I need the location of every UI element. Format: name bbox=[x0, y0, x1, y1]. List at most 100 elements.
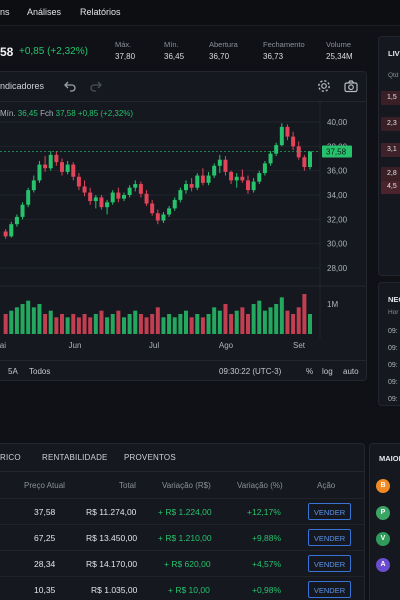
nav-item-analises[interactable]: Análises bbox=[27, 7, 62, 17]
percent-toggle[interactable]: % bbox=[306, 367, 314, 376]
candle-body bbox=[206, 175, 211, 183]
trades-title: NEG bbox=[388, 295, 400, 304]
range-all-button[interactable]: Todos bbox=[29, 367, 51, 376]
candle-body bbox=[48, 154, 53, 169]
candle-body bbox=[26, 190, 31, 205]
sell-button[interactable]: VENDER bbox=[308, 555, 351, 572]
volume-bar bbox=[65, 317, 70, 334]
candle-body bbox=[223, 159, 228, 172]
row-price: 37,58 bbox=[34, 507, 56, 517]
undo-icon[interactable] bbox=[62, 78, 78, 94]
company-logo-icon: A bbox=[376, 558, 390, 572]
volume-bar bbox=[133, 310, 138, 334]
volume-bar bbox=[234, 310, 239, 334]
indicators-button[interactable]: ndicadores bbox=[0, 81, 45, 91]
sell-button[interactable]: VENDER bbox=[308, 581, 351, 598]
candle-body bbox=[229, 171, 234, 181]
candle-body bbox=[200, 175, 205, 183]
candle-body bbox=[262, 163, 267, 174]
volume-bar bbox=[172, 317, 177, 334]
order-book-row: 4,5 bbox=[381, 180, 400, 194]
candle-body bbox=[110, 192, 115, 203]
tab-historico[interactable]: RICO bbox=[0, 453, 21, 462]
row-price: 67,25 bbox=[34, 533, 56, 543]
nav-item-relatorios[interactable]: Relatórios bbox=[80, 7, 121, 17]
nav-item-truncated[interactable]: ns bbox=[0, 7, 10, 17]
trades-panel: NEG Hor 09: 09: 09: 09: 09: bbox=[378, 282, 400, 406]
volume-bar bbox=[296, 307, 301, 334]
row-var-pct: +0,98% bbox=[252, 585, 282, 595]
volume-bar bbox=[274, 304, 279, 334]
stat-min-value: 36,45 bbox=[164, 52, 185, 61]
stat-close-label: Fechamento bbox=[263, 40, 305, 49]
candle-body bbox=[212, 165, 217, 176]
stat-open: Abertura 36,70 bbox=[209, 40, 238, 61]
volume-bar bbox=[93, 314, 98, 334]
col-var-pct: Variação (%) bbox=[237, 481, 283, 490]
tab-proventos[interactable]: PROVENTOS bbox=[124, 453, 176, 462]
volume-bar bbox=[262, 310, 267, 334]
candle-body bbox=[296, 146, 301, 158]
candle-body bbox=[189, 184, 194, 188]
candle-body bbox=[246, 180, 250, 191]
candle-body bbox=[268, 153, 273, 164]
log-toggle[interactable]: log bbox=[322, 367, 333, 376]
tab-rentabilidade[interactable]: RENTABILIDADE bbox=[42, 453, 108, 462]
camera-icon[interactable] bbox=[343, 78, 359, 94]
candle-body bbox=[122, 195, 126, 199]
portfolio-tabs: RICO RENTABILIDADE PROVENTOS bbox=[0, 444, 365, 472]
candle-body bbox=[195, 175, 200, 188]
candle-body bbox=[217, 159, 222, 166]
candle-body bbox=[279, 126, 284, 146]
volume-bar bbox=[60, 314, 64, 334]
volume-bar bbox=[116, 310, 121, 334]
volume-bar bbox=[246, 314, 250, 334]
volume-bar bbox=[189, 317, 194, 334]
redo-icon[interactable] bbox=[88, 78, 104, 94]
settings-gear-icon[interactable] bbox=[316, 78, 332, 94]
y-tick-label: 28,00 bbox=[327, 264, 348, 273]
stat-open-label: Abertura bbox=[209, 40, 238, 49]
company-logo-icon: B bbox=[376, 479, 390, 493]
chart-footer: 5A Todos 09:30:22 (UTC-3) % log auto bbox=[0, 360, 367, 380]
sell-button[interactable]: VENDER bbox=[308, 503, 351, 520]
candle-body bbox=[127, 187, 132, 195]
auto-toggle[interactable]: auto bbox=[343, 367, 359, 376]
candle-body bbox=[105, 202, 110, 208]
stat-max: Máx. 37,80 bbox=[115, 40, 135, 61]
volume-bar bbox=[302, 294, 307, 334]
candle-body bbox=[257, 173, 262, 182]
candle-body bbox=[285, 126, 290, 137]
candle-body bbox=[88, 192, 93, 202]
stat-max-label: Máx. bbox=[115, 40, 132, 49]
order-book-row: 3,1 bbox=[381, 143, 400, 157]
volume-bar bbox=[99, 310, 104, 334]
chart-time: 09:30:22 (UTC-3) bbox=[219, 367, 282, 376]
chart-toolbar: ndicadores bbox=[0, 72, 367, 102]
volume-bar bbox=[88, 317, 93, 334]
volume-bar bbox=[195, 314, 200, 334]
sell-button[interactable]: VENDER bbox=[308, 529, 351, 546]
row-total: R$ 13.450,00 bbox=[86, 533, 138, 543]
company-logo-icon: V bbox=[376, 532, 390, 546]
candle-body bbox=[155, 213, 160, 221]
candle-body bbox=[54, 154, 59, 163]
volume-bar bbox=[9, 310, 14, 334]
stat-volume-label: Volume bbox=[326, 40, 352, 49]
volume-bar bbox=[217, 310, 222, 334]
price-chart[interactable]: 40,0038,0036,0034,0032,0030,0028,001MaiJ… bbox=[0, 72, 367, 360]
candle-body bbox=[20, 204, 25, 217]
order-book-panel: LIV Qtd 1,5 2,3 3,1 4,5 2,8 bbox=[378, 36, 400, 276]
candle-body bbox=[71, 164, 76, 177]
row-total: R$ 14.170,00 bbox=[86, 559, 138, 569]
stat-max-value: 37,80 bbox=[115, 52, 136, 61]
ohlc-readout: Mín. 36,45 Fch 37,58 +0,85 (+2,32%) bbox=[0, 109, 133, 118]
range-5a-button[interactable]: 5A bbox=[8, 367, 18, 376]
candle-body bbox=[93, 197, 98, 202]
volume-bar bbox=[150, 314, 155, 334]
volume-bar bbox=[43, 314, 48, 334]
candle-body bbox=[3, 231, 8, 237]
row-var-pct: +9,88% bbox=[252, 533, 282, 543]
last-price-label: 37,58 bbox=[326, 147, 347, 156]
current-price: 58 bbox=[0, 45, 14, 59]
